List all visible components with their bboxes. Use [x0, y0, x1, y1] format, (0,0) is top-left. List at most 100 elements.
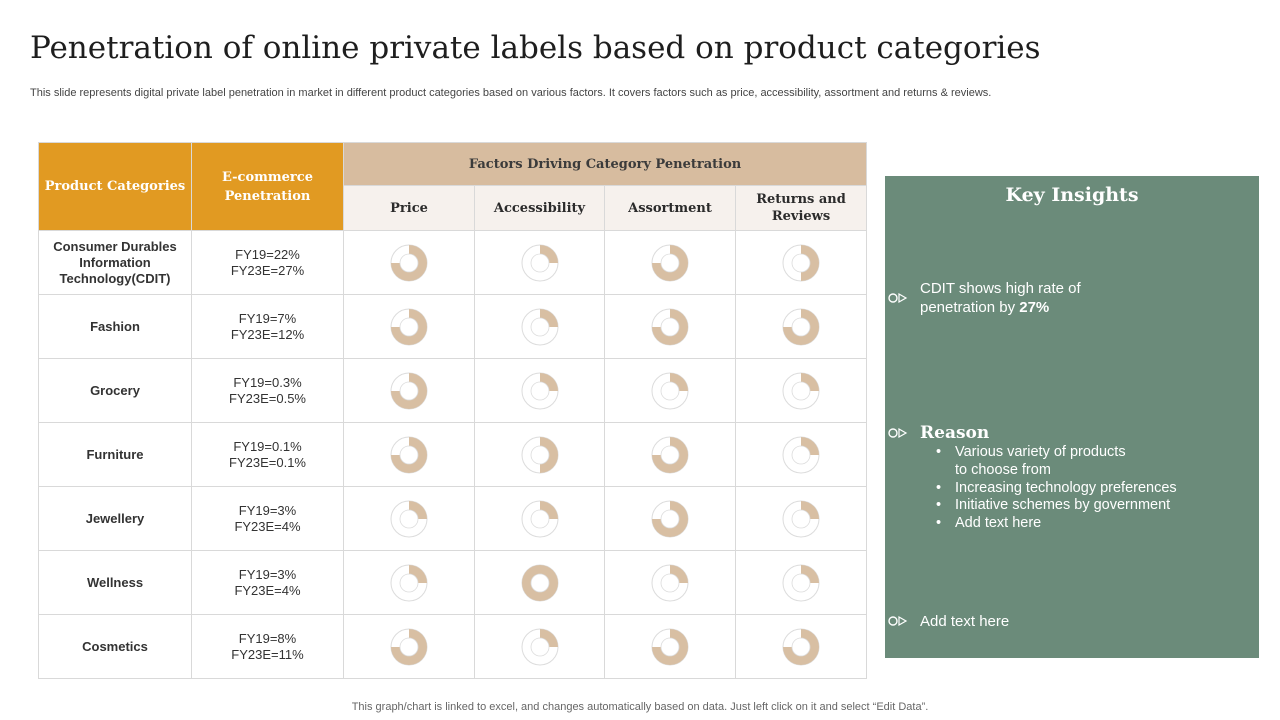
- donut-fill: [391, 308, 427, 345]
- donut-hole: [399, 253, 419, 272]
- factor-cell-returns: [734, 486, 868, 551]
- table-row: Fashion FY19=7% FY23E=12%: [38, 294, 868, 359]
- header-factors: Factors Driving Category Penetration: [342, 142, 868, 186]
- donut-fill: [801, 436, 820, 455]
- penetration-fy23e: FY23E=12%: [230, 326, 305, 342]
- category-cell: Furniture: [38, 422, 192, 487]
- donut-hole: [530, 445, 549, 464]
- factor-cell-returns: [734, 294, 868, 359]
- penetration-fy23e: FY23E=4%: [234, 582, 301, 598]
- donut-hole: [791, 509, 811, 528]
- factor-cell-assortment: [604, 614, 736, 679]
- donut-hole: [399, 381, 419, 400]
- donut-hole: [530, 317, 549, 336]
- harvey-ball-price: [390, 372, 428, 409]
- donut-fill: [391, 244, 427, 281]
- harvey-ball-price: [390, 628, 428, 665]
- factor-cell-assortment: [604, 358, 736, 423]
- harvey-ball-returns: [782, 244, 820, 281]
- penetration-cell: FY19=3% FY23E=4%: [191, 550, 344, 615]
- donut-fill: [670, 372, 688, 391]
- donut-fill: [670, 564, 688, 583]
- harvey-ball-assortment: [651, 372, 689, 409]
- factor-cell-price: [343, 294, 475, 359]
- penetration-cell: FY19=3% FY23E=4%: [191, 486, 344, 551]
- donut-hole: [791, 637, 811, 656]
- donut-hole: [791, 253, 811, 272]
- donut-hole: [530, 637, 549, 656]
- slide-title: Penetration of online private labels bas…: [30, 30, 1041, 66]
- factor-cell-price: [343, 486, 475, 551]
- insight-point-add-text: Add text here: [920, 613, 1010, 630]
- factor-cell-assortment: [604, 230, 736, 295]
- penetration-fy19: FY19=3%: [238, 502, 297, 518]
- harvey-ball-accessibility: [521, 372, 558, 409]
- reason-item: Initiative schemes by government: [936, 497, 1256, 515]
- penetration-cell: FY19=22% FY23E=27%: [191, 230, 344, 295]
- donut-fill: [539, 500, 558, 519]
- factor-cell-assortment: [604, 486, 736, 551]
- donut-hole: [660, 445, 680, 464]
- harvey-ball-assortment: [651, 436, 689, 473]
- donut-fill: [652, 628, 688, 665]
- harvey-ball-assortment: [651, 628, 689, 665]
- harvey-ball-assortment: [651, 500, 689, 537]
- donut-hole: [399, 573, 419, 592]
- harvey-ball-assortment: [651, 308, 689, 345]
- factor-cell-price: [343, 550, 475, 615]
- factor-cell-returns: [734, 614, 868, 679]
- arrow-bullet-icon: [888, 427, 908, 439]
- header-factor-accessibility: Accessibility: [474, 185, 605, 231]
- harvey-ball-accessibility: [521, 308, 558, 345]
- factor-cell-returns: [734, 422, 868, 487]
- arrow-bullet-icon: [888, 615, 908, 627]
- factor-cell-price: [343, 422, 475, 487]
- donut-hole: [399, 317, 419, 336]
- harvey-ball-returns: [782, 628, 820, 665]
- donut-fill: [539, 372, 558, 391]
- table-row: Consumer Durables Information Technology…: [38, 230, 868, 295]
- penetration-table: Product Categories E-commerce Penetratio…: [38, 142, 868, 679]
- penetration-cell: FY19=7% FY23E=12%: [191, 294, 344, 359]
- key-insights-panel: Key Insights: [885, 176, 1259, 658]
- table-row: Grocery FY19=0.3% FY23E=0.5%: [38, 358, 868, 423]
- donut-hole: [530, 509, 549, 528]
- donut-fill: [652, 436, 688, 473]
- footer-note: This graph/chart is linked to excel, and…: [351, 701, 929, 713]
- category-cell: Cosmetics: [38, 614, 192, 679]
- harvey-ball-price: [390, 436, 428, 473]
- penetration-fy19: FY19=0.1%: [233, 438, 302, 454]
- harvey-ball-price: [390, 244, 428, 281]
- penetration-fy19: FY19=8%: [238, 630, 297, 646]
- donut-fill: [783, 308, 820, 345]
- harvey-ball-price: [390, 308, 428, 345]
- factor-cell-assortment: [604, 550, 736, 615]
- harvey-ball-assortment: [651, 244, 689, 281]
- factor-cell-price: [343, 614, 475, 679]
- insight-point-cdit-text: CDIT shows high rate of penetration by: [920, 280, 1081, 316]
- header-product-categories: Product Categories: [38, 142, 192, 231]
- penetration-fy23e: FY23E=27%: [230, 262, 305, 278]
- harvey-ball-accessibility: [521, 244, 558, 281]
- reason-item: Various variety of products to choose fr…: [936, 444, 1136, 480]
- table-row: Jewellery FY19=3% FY23E=4%: [38, 486, 868, 551]
- donut-fill: [539, 628, 558, 647]
- penetration-fy23e: FY23E=11%: [231, 646, 304, 662]
- donut-hole: [530, 381, 549, 400]
- donut-hole: [791, 573, 811, 592]
- donut-fill: [409, 564, 427, 583]
- penetration-fy23e: FY23E=4%: [234, 518, 301, 534]
- factor-cell-assortment: [604, 422, 736, 487]
- donut-hole: [791, 317, 811, 336]
- donut-fill: [783, 628, 820, 665]
- header-ecommerce-penetration: E-commerce Penetration: [191, 142, 344, 231]
- category-cell: Grocery: [38, 358, 192, 423]
- table-row: Furniture FY19=0.1% FY23E=0.1%: [38, 422, 868, 487]
- donut-fill: [539, 308, 558, 327]
- donut-hole: [399, 637, 419, 656]
- donut-fill: [801, 564, 820, 583]
- reason-item: Increasing technology preferences: [936, 480, 1256, 498]
- donut-hole: [791, 445, 811, 464]
- reason-item: Add text here: [936, 515, 1256, 533]
- table-row: Cosmetics FY19=8% FY23E=11%: [38, 614, 868, 679]
